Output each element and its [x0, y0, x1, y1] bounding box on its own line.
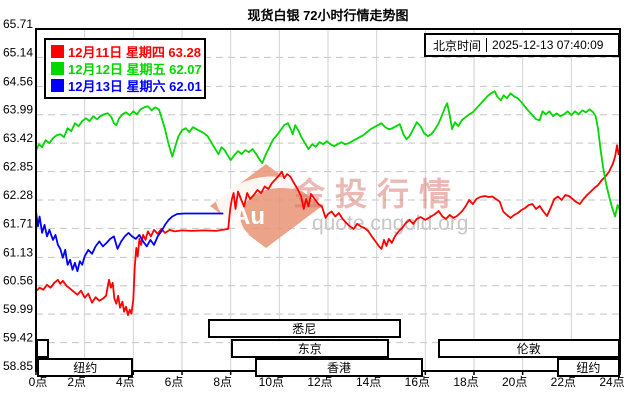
watermark-logo-text: Au — [233, 203, 265, 230]
x-axis-label: 10点 — [259, 375, 284, 389]
x-axis-label: 24点 — [599, 375, 624, 389]
legend-row-thursday: 12月11日 星期四 63.28 — [51, 43, 201, 60]
watermark-swoosh — [216, 176, 314, 235]
x-axis-label: 12点 — [307, 375, 332, 389]
legend-row-friday: 12月12日 星期五 62.07 — [51, 60, 202, 77]
x-axis-label: 2点 — [67, 375, 86, 389]
series-saturday-blue-line — [35, 210, 224, 273]
x-axis-label: 0点 — [29, 375, 48, 389]
beijing-time-label: 北京时间 — [433, 38, 482, 53]
legend-box: 12月11日 星期四 63.28 12月12日 星期五 62.07 12月13日… — [44, 38, 206, 99]
y-axis-label: 65.14 — [3, 45, 33, 59]
y-axis-label: 63.42 — [3, 131, 33, 145]
y-axis-label: 59.99 — [3, 302, 33, 316]
y-axis-label: 65.71 — [3, 17, 33, 31]
legend-label-thursday: 12月11日 星期四 63.28 — [68, 45, 201, 60]
x-axis-label: 16点 — [405, 375, 430, 389]
series-thursday-red-line — [35, 144, 621, 317]
timestamp-value: 2025-12-13 07:40:09 — [486, 38, 603, 52]
y-axis-label: 60.56 — [3, 274, 33, 288]
x-axis-label: 6点 — [165, 375, 184, 389]
legend-swatch-blue — [51, 79, 64, 92]
y-axis-label: 61.71 — [3, 216, 33, 230]
x-axis-label: 8点 — [213, 375, 232, 389]
legend-swatch-red — [51, 45, 64, 58]
chart-title: 现货白银 72小时行情走势图 — [247, 8, 409, 23]
legend-swatch-green — [51, 62, 64, 75]
x-axis-label: 20点 — [502, 375, 527, 389]
x-axis-label: 18点 — [453, 375, 478, 389]
legend-label-saturday: 12月13日 星期六 62.01 — [68, 79, 202, 94]
series-layer — [35, 90, 621, 317]
y-axis-label: 58.85 — [3, 359, 33, 373]
y-axis-label: 63.99 — [3, 103, 33, 117]
y-axis-label: 62.85 — [3, 160, 33, 174]
legend-label-friday: 12月12日 星期五 62.07 — [68, 62, 202, 77]
y-axis-label: 64.56 — [3, 74, 33, 88]
y-axis-label: 59.42 — [3, 331, 33, 345]
x-axis-label: 4点 — [116, 375, 135, 389]
watermark-brand-text: 金投行情 — [292, 176, 461, 212]
axes-layer: 65.71 65.14 64.56 63.99 63.42 62.85 62.28 61.71… — [3, 17, 625, 389]
timestamp-box: 北京时间 2025-12-13 07:40:09 — [424, 33, 620, 57]
y-axis-label: 62.28 — [3, 188, 33, 202]
series-friday-green-line — [35, 90, 621, 218]
y-axis-label: 61.13 — [3, 245, 33, 259]
x-axis-label: 22点 — [551, 375, 576, 389]
legend-row-saturday: 12月13日 星期六 62.01 — [51, 77, 202, 94]
x-axis-label: 14点 — [356, 375, 381, 389]
